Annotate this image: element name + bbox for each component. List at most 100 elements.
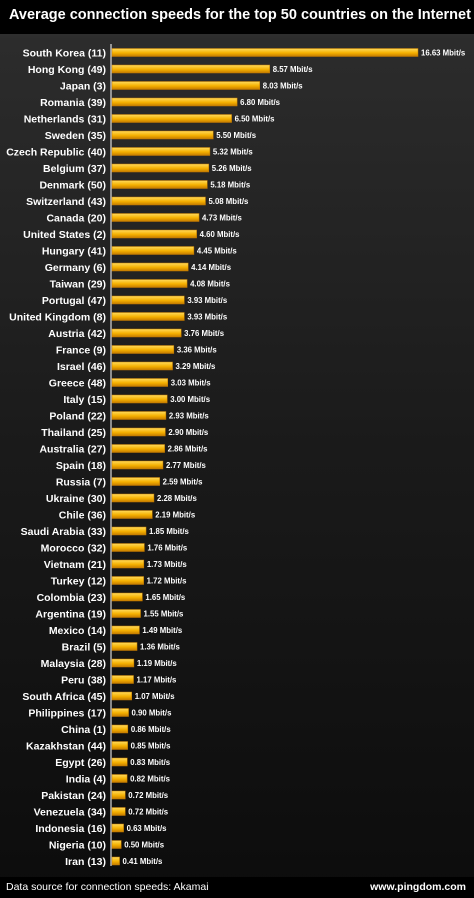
- category-label: Poland (22): [49, 410, 106, 422]
- category-label: Egypt (26): [55, 757, 106, 769]
- bar: [111, 460, 164, 470]
- category-label: Ukraine (30): [46, 493, 106, 505]
- category-label: Brazil (5): [62, 641, 106, 653]
- bar: [111, 196, 206, 206]
- value-label: 1.17 Mbit/s: [137, 676, 178, 685]
- category-label: Netherlands (31): [24, 113, 106, 125]
- bar: [111, 64, 270, 74]
- value-label: 0.83 Mbit/s: [130, 758, 171, 767]
- category-label: South Africa (45): [22, 691, 106, 703]
- category-label: Canada (20): [46, 212, 106, 224]
- bar: [111, 675, 134, 684]
- category-label: Denmark (50): [39, 179, 106, 191]
- value-label: 2.90 Mbit/s: [168, 428, 209, 437]
- bar: [111, 262, 189, 272]
- category-label: Russia (7): [56, 476, 106, 488]
- category-label: Romania (39): [40, 97, 106, 109]
- bar: [111, 295, 185, 305]
- category-label: Germany (6): [45, 262, 106, 274]
- bar: [111, 213, 200, 222]
- bar: [111, 444, 165, 453]
- bar: [111, 807, 126, 816]
- value-label: 2.93 Mbit/s: [169, 412, 210, 421]
- category-label: Vietnam (21): [44, 559, 106, 571]
- bar: [111, 97, 238, 107]
- value-label: 1.72 Mbit/s: [147, 577, 188, 586]
- category-label: Belgium (37): [43, 163, 106, 175]
- bar: [111, 229, 197, 239]
- bar: [111, 543, 145, 552]
- bar: [111, 328, 182, 338]
- bar: [111, 345, 175, 354]
- value-label: 4.73 Mbit/s: [202, 214, 243, 223]
- bar: [111, 559, 145, 569]
- category-label: Taiwan (29): [50, 278, 106, 290]
- category-label: Israel (46): [57, 361, 106, 373]
- category-label: Iran (13): [65, 856, 106, 868]
- bar: [111, 147, 211, 156]
- bar: [111, 724, 129, 734]
- category-label: Morocco (32): [41, 542, 106, 554]
- value-label: 0.82 Mbit/s: [130, 775, 171, 784]
- bar: [111, 790, 126, 800]
- category-label: Portugal (47): [42, 295, 106, 307]
- value-label: 1.76 Mbit/s: [147, 544, 188, 553]
- value-label: 1.73 Mbit/s: [147, 560, 188, 569]
- bar: [111, 526, 147, 536]
- bar: [111, 609, 141, 618]
- category-label: Spain (18): [56, 460, 106, 472]
- category-label: Malaysia (28): [41, 658, 106, 670]
- category-label: United States (2): [23, 229, 106, 241]
- value-label: 0.72 Mbit/s: [128, 808, 169, 817]
- bar: [111, 708, 129, 717]
- category-label: Hong Kong (49): [28, 64, 106, 76]
- value-label: 1.49 Mbit/s: [142, 626, 183, 635]
- value-label: 0.50 Mbit/s: [124, 841, 165, 850]
- value-label: 8.03 Mbit/s: [263, 82, 304, 91]
- category-label: Peru (38): [61, 674, 106, 686]
- value-label: 16.63 Mbit/s: [421, 49, 466, 58]
- value-label: 3.93 Mbit/s: [187, 296, 228, 305]
- value-label: 1.19 Mbit/s: [137, 659, 178, 668]
- value-label: 1.36 Mbit/s: [140, 643, 181, 652]
- category-label: Thailand (25): [41, 427, 106, 439]
- value-label: 0.90 Mbit/s: [132, 709, 173, 718]
- category-label: Japan (3): [60, 80, 106, 92]
- value-label: 0.41 Mbit/s: [123, 857, 164, 866]
- bar: [111, 576, 144, 585]
- bar: [111, 477, 160, 486]
- category-label: Hungary (41): [42, 245, 106, 257]
- value-label: 3.36 Mbit/s: [177, 346, 218, 355]
- value-label: 1.65 Mbit/s: [145, 593, 186, 602]
- category-label: France (9): [56, 344, 106, 356]
- category-label: Czech Republic (40): [6, 146, 106, 158]
- value-label: 5.18 Mbit/s: [210, 181, 251, 190]
- category-label: Pakistan (24): [41, 790, 106, 802]
- bar: [111, 378, 169, 387]
- category-label: Nigeria (10): [49, 839, 106, 851]
- bar: [111, 658, 135, 668]
- value-label: 8.57 Mbit/s: [273, 65, 314, 74]
- bar: [111, 246, 195, 255]
- value-label: 2.86 Mbit/s: [168, 445, 209, 454]
- value-label: 1.85 Mbit/s: [149, 527, 190, 536]
- bar: [111, 642, 138, 651]
- bar: [111, 592, 143, 602]
- value-label: 4.45 Mbit/s: [197, 247, 238, 256]
- value-label: 5.50 Mbit/s: [216, 131, 257, 140]
- bar: [111, 427, 166, 437]
- value-label: 3.29 Mbit/s: [176, 362, 217, 371]
- category-label: Australia (27): [39, 443, 106, 455]
- bar: [111, 48, 419, 57]
- value-label: 1.07 Mbit/s: [135, 692, 176, 701]
- value-label: 0.72 Mbit/s: [128, 791, 169, 800]
- value-label: 0.86 Mbit/s: [131, 725, 172, 734]
- value-label: 5.32 Mbit/s: [213, 148, 254, 157]
- bar: [111, 856, 120, 866]
- bar: [111, 361, 173, 371]
- value-label: 3.76 Mbit/s: [184, 329, 225, 338]
- bar: [111, 757, 128, 767]
- value-label: 3.03 Mbit/s: [171, 379, 212, 388]
- title-bar: Average connection speeds for the top 50…: [0, 0, 474, 34]
